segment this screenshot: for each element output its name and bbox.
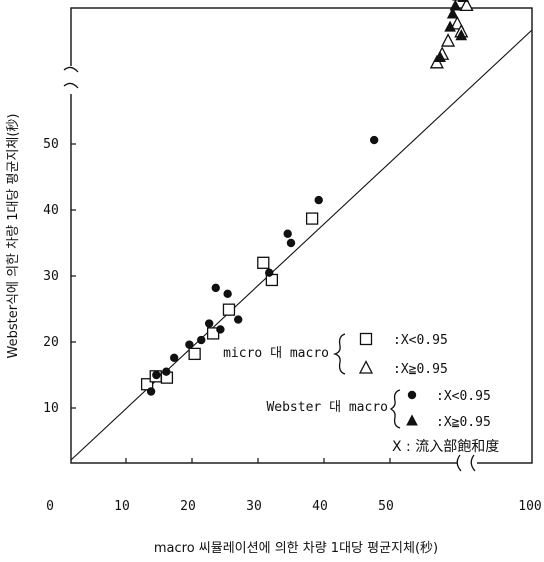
legend-filled-circle-icon — [407, 390, 417, 400]
legend-open-square-icon — [359, 332, 373, 346]
open-triangle-point — [429, 54, 444, 69]
filled-triangle-point — [434, 50, 446, 63]
legend-note: X : 流入部飽和度 — [392, 438, 499, 455]
filled-triangle-point — [449, 0, 462, 11]
y-tick-label: 30 — [43, 269, 59, 284]
x-axis-label: macro 씨뮬레이션에 의한 차량 1대당 평균지체(秒) — [154, 541, 438, 556]
legend-brace — [332, 333, 346, 375]
x-tick-label: 40 — [312, 499, 328, 514]
filled-circle-point — [204, 319, 214, 328]
x-axis-break-gap — [457, 459, 477, 467]
x-tick-label: 10 — [114, 499, 130, 514]
filled-triangle-point — [446, 7, 459, 19]
legend-entry-label: :X≧0.95 — [436, 415, 491, 430]
filled-circle-point — [233, 315, 243, 324]
filled-circle-point — [197, 335, 206, 345]
legend-entry-label: :X≧0.95 — [393, 362, 448, 377]
x-tick-label: 100 — [518, 499, 541, 514]
x-axis-break-mark — [456, 454, 462, 472]
filled-triangle-point — [455, 29, 468, 41]
filled-circle-point — [216, 325, 225, 334]
filled-circle-point — [146, 387, 156, 396]
y-axis-break-gap — [67, 66, 75, 94]
y-tick-label: 20 — [43, 335, 59, 350]
filled-triangle-point — [457, 0, 470, 2]
x-tick-label: 30 — [246, 499, 262, 514]
open-square-point — [305, 212, 319, 225]
legend-open-triangle-icon — [358, 360, 374, 374]
y-axis-label: Webster식에 의한 차량 1대당 평균지체(秒) — [6, 113, 21, 358]
filled-triangle-point — [444, 20, 456, 32]
y-axis-break-mark — [63, 66, 79, 73]
legend-brace — [389, 389, 401, 429]
legend-entry-label: :X<0.95 — [436, 389, 491, 404]
open-triangle-point — [459, 0, 474, 12]
y-tick-label: 10 — [43, 401, 59, 416]
legend-filled-triangle-icon — [406, 414, 418, 426]
filled-circle-point — [211, 283, 220, 293]
open-square-point — [206, 327, 220, 340]
filled-circle-point — [185, 340, 194, 349]
legend-group-label: Webster 대 macro — [266, 400, 388, 415]
filled-circle-point — [169, 353, 179, 363]
filled-circle-point — [369, 135, 379, 145]
x-tick-label: 0 — [46, 499, 54, 514]
open-square-point — [222, 303, 236, 316]
open-square-point — [257, 256, 270, 269]
filled-circle-point — [286, 238, 296, 248]
y-axis-break-mark — [63, 82, 79, 89]
filled-circle-point — [152, 370, 161, 380]
legend-entry-label: :X<0.95 — [393, 333, 448, 348]
plot-frame — [70, 7, 533, 464]
y-tick-label: 50 — [43, 137, 59, 152]
filled-circle-point — [314, 195, 323, 205]
open-square-point — [188, 347, 201, 361]
filled-circle-point — [162, 367, 171, 376]
open-square-point — [140, 378, 154, 391]
x-axis-break-mark — [470, 454, 476, 472]
filled-circle-point — [223, 289, 232, 299]
filled-circle-point — [283, 229, 292, 238]
open-triangle-point — [441, 33, 456, 47]
x-tick-label: 20 — [180, 499, 196, 514]
filled-circle-point — [265, 268, 274, 277]
y-tick-label: 40 — [43, 203, 59, 218]
x-tick-label: 50 — [378, 499, 394, 514]
legend-group-label: micro 대 macro — [223, 346, 329, 361]
